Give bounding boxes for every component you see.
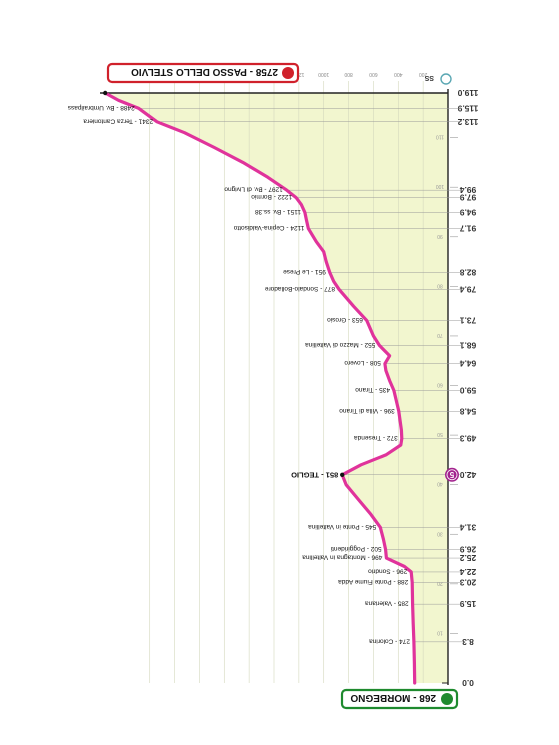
waypoint-label: 296 - Sondrio	[368, 567, 407, 574]
km-label: 15.9	[459, 599, 476, 609]
waypoint-label: 288 - Ponte Fiume Adda	[338, 578, 408, 585]
waypoint-label: 502 - Poggiridenti	[331, 545, 382, 552]
km-label: 25.2	[459, 553, 476, 563]
km-label: 99.4	[459, 185, 476, 195]
axis-layer: 10 20 30 40 50 60 70 80 90 100 110 0.0 8.3 15.9 20.322…	[100, 88, 478, 688]
km-label: 68.1	[459, 340, 476, 350]
km-label: 113.2	[457, 117, 478, 127]
waypoint-label: 1297 - Bv. di Livigno	[224, 186, 283, 193]
km-marker-label: 10	[437, 629, 443, 635]
km-label: 73.1	[459, 316, 476, 326]
km-label: 54.8	[459, 406, 476, 416]
elevation-tick-label: 800	[344, 71, 353, 77]
km-label: 64.4	[459, 359, 476, 369]
gpm-marker-ring	[446, 469, 458, 481]
labels-layer: 274 - Colorina 285 - Valeriana 288 - Ponte…	[67, 104, 410, 644]
km-label: 42.0	[459, 470, 476, 480]
waypoint-label: 1151 - Bv. ss.38	[255, 208, 301, 215]
summit-dot-teglio	[340, 472, 345, 477]
elevation-tick-label: 1000	[318, 71, 329, 77]
km-marker-label: 50	[437, 431, 443, 437]
km-label: 94.9	[459, 207, 476, 217]
waypoint-label: 877 - Sondalo-Bolladore	[265, 285, 335, 292]
elevation-tick-label: 600	[369, 71, 378, 77]
waypoint-label: 552 - Mazzo di Valtellina	[305, 341, 376, 348]
km-label: 0.0	[462, 678, 474, 688]
waypoint-label: 508 - Lovero	[344, 359, 381, 366]
km-label: 20.3	[459, 577, 476, 587]
waypoint-label: 2488 - Bv. Umbrailpass	[67, 104, 135, 111]
elevation-tick-label: 400	[394, 71, 403, 77]
start-label: 268 - MORBEGNO	[350, 692, 436, 703]
badges-layer: 5 268 - MORBEGNO 2758 - PASSO DELLO STELVI…	[106, 62, 459, 710]
km-label: 22.4	[459, 567, 476, 577]
km-label: 79.4	[459, 284, 476, 294]
top-route-label: SS	[424, 74, 434, 81]
km-marker-label: 70	[437, 332, 443, 338]
waypoint-label: 372 - Tresenda	[354, 434, 398, 441]
start-flag-icon	[441, 693, 453, 705]
km-label: 26.9	[459, 545, 476, 555]
fill-layer	[105, 93, 448, 683]
summit-dot-stelvio	[103, 90, 108, 96]
profile-fill-area	[105, 93, 448, 683]
finish-flag-icon	[282, 67, 294, 79]
waypoint-label: 496 - Montagna in Valtellina	[302, 554, 382, 561]
km-label: 31.4	[459, 522, 476, 532]
finish-label: 2758 - PASSO DELLO STELVIO	[131, 66, 278, 77]
line-layer	[103, 90, 462, 685]
km-label: 82.8	[459, 267, 476, 277]
km-marker-label: 110	[436, 134, 444, 140]
km-marker-label: 30	[437, 530, 443, 536]
waypoint-label: 2341 - Terza Cantoniera	[83, 117, 153, 124]
km-marker-label: 100	[436, 183, 445, 189]
waypoint-label: 951 - Le Prese	[283, 268, 326, 275]
km-marker-label: 20	[437, 580, 443, 586]
waypoint-label: 396 - Villa di Tirano	[339, 407, 395, 414]
waypoint-label: 274 - Colorina	[369, 637, 410, 644]
km-label: 59.0	[459, 385, 476, 395]
waypoint-label: 285 - Valeriana	[365, 600, 409, 607]
gpm-marker-text: 5	[449, 470, 454, 479]
km-marker-label: 80	[437, 282, 443, 288]
waypoint-label: 1124 - Cepina-Valdisotto	[233, 224, 304, 231]
start-badge	[340, 688, 459, 710]
km-label: 115.9	[457, 103, 478, 113]
waypoint-label: 851 - TEGLIO	[291, 470, 338, 479]
elevation-tick-label: 200	[419, 71, 428, 77]
km-marker-label: 60	[437, 382, 443, 388]
waypoint-label: 1222 - Bormio	[251, 193, 292, 200]
rotated-chart-group: 2004006008001000120014001600180020002200…	[67, 62, 478, 710]
km-label: 91.7	[459, 223, 476, 233]
km-label: 119.0	[457, 88, 478, 98]
km-marker-label: 90	[437, 233, 443, 239]
profile-line	[103, 91, 417, 685]
waypoint-label: 435 - Tirano	[355, 386, 390, 393]
km-label: 49.3	[459, 434, 476, 444]
top-route-icon	[440, 73, 452, 85]
km-marker-label: 40	[437, 481, 443, 487]
waypoint-label: 545 - Ponte in Valtellina	[308, 523, 377, 530]
km-label: 97.9	[459, 193, 476, 203]
finish-badge	[106, 62, 300, 84]
waypoint-label: 653 - Grosio	[327, 316, 363, 323]
km-label: 8.3	[462, 637, 474, 647]
